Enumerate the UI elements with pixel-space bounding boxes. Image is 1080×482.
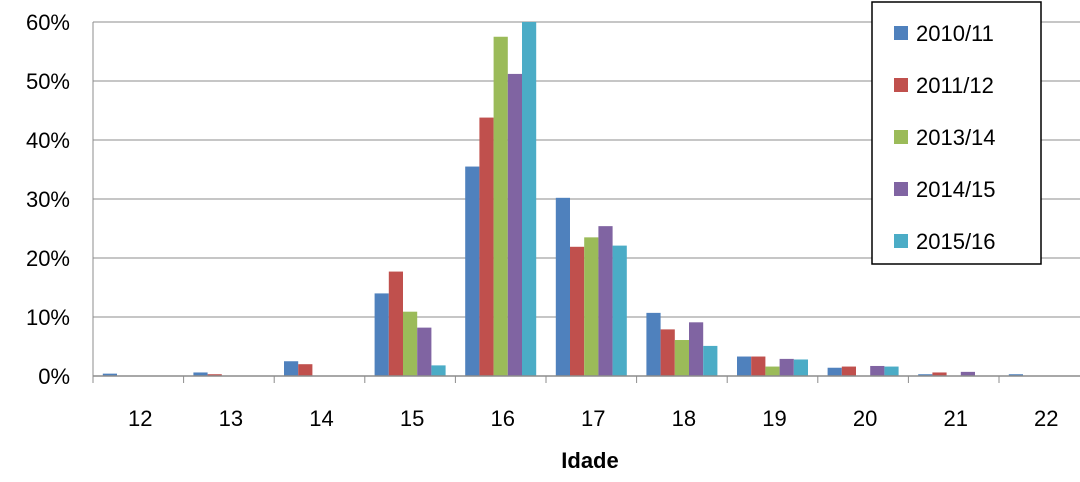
bar-2010-11-age-22 bbox=[1008, 374, 1023, 376]
grid-lines bbox=[92, 21, 1080, 376]
bar-2011-12-age-16 bbox=[479, 117, 494, 376]
legend-label: 2014/15 bbox=[916, 177, 996, 202]
bar-2013-14-age-17 bbox=[584, 237, 599, 376]
x-tick-label: 22 bbox=[1034, 406, 1058, 431]
bar-2011-12-age-19 bbox=[751, 356, 766, 376]
legend-label: 2011/12 bbox=[916, 73, 994, 98]
x-tick-label: 12 bbox=[128, 406, 152, 431]
bar-2014-15-age-19 bbox=[779, 358, 794, 376]
legend-label: 2015/16 bbox=[916, 229, 996, 254]
x-tick-label: 18 bbox=[672, 406, 696, 431]
y-axis-tick-labels: 0% 10% 20% 30% 40% 50% 60% bbox=[26, 10, 70, 389]
bar-2010-11-age-20 bbox=[827, 367, 842, 376]
bar-2010-11-age-17 bbox=[555, 197, 570, 376]
bar-2015-16-age-20 bbox=[884, 366, 899, 376]
bar-2014-15-age-16 bbox=[507, 73, 522, 377]
y-tick-label: 10% bbox=[26, 305, 70, 330]
bar-2010-11-age-12 bbox=[102, 373, 117, 376]
x-tick-label: 15 bbox=[400, 406, 424, 431]
y-tick-label: 60% bbox=[26, 10, 70, 35]
bar-2010-11-age-16 bbox=[465, 166, 480, 376]
bar-2014-15-age-20 bbox=[870, 365, 885, 376]
bar-2011-12-age-20 bbox=[841, 366, 856, 376]
x-tick-label: 17 bbox=[581, 406, 605, 431]
x-tick-label: 20 bbox=[853, 406, 877, 431]
bar-2010-11-age-13 bbox=[193, 372, 208, 376]
y-tick-label: 0% bbox=[38, 364, 70, 389]
x-axis bbox=[92, 375, 1080, 383]
legend-swatch bbox=[894, 130, 908, 144]
bar-2014-15-age-15 bbox=[417, 327, 432, 376]
x-axis-title: Idade bbox=[561, 448, 618, 473]
legend: 2010/11 2011/12 2013/14 2014/15 2015/16 bbox=[871, 1, 1042, 265]
bars bbox=[102, 22, 1023, 377]
bar-2015-16-age-17 bbox=[612, 245, 627, 376]
x-tick-label: 13 bbox=[219, 406, 243, 431]
legend-swatch bbox=[894, 78, 908, 92]
x-tick-label: 16 bbox=[490, 406, 514, 431]
bar-2014-15-age-17 bbox=[598, 226, 613, 376]
bar-2011-12-age-17 bbox=[570, 246, 585, 376]
bar-2015-16-age-19 bbox=[793, 359, 808, 376]
y-tick-label: 30% bbox=[26, 187, 70, 212]
bar-2010-11-age-14 bbox=[284, 361, 299, 376]
bar-2015-16-age-16 bbox=[522, 22, 537, 376]
bar-2013-14-age-15 bbox=[403, 311, 418, 376]
x-tick-label: 21 bbox=[943, 406, 967, 431]
bar-2015-16-age-15 bbox=[431, 365, 446, 376]
x-tick-label: 19 bbox=[762, 406, 786, 431]
bar-2011-12-age-21 bbox=[932, 372, 947, 376]
bar-2010-11-age-18 bbox=[646, 312, 661, 376]
bar-2011-12-age-15 bbox=[388, 271, 403, 376]
legend-swatch bbox=[894, 26, 908, 40]
bar-2015-16-age-18 bbox=[703, 345, 718, 376]
legend-label: 2010/11 bbox=[916, 21, 994, 46]
bar-2011-12-age-13 bbox=[207, 374, 222, 376]
bar-2011-12-age-14 bbox=[298, 364, 313, 376]
legend-swatch bbox=[894, 234, 908, 248]
legend-swatch bbox=[894, 182, 908, 196]
bar-2013-14-age-16 bbox=[493, 36, 508, 376]
bar-2014-15-age-21 bbox=[960, 371, 975, 376]
bar-2010-11-age-21 bbox=[918, 374, 933, 376]
y-tick-label: 50% bbox=[26, 69, 70, 94]
bar-2013-14-age-19 bbox=[765, 366, 780, 376]
bar-2014-15-age-18 bbox=[689, 322, 704, 376]
bar-2011-12-age-18 bbox=[660, 329, 675, 376]
x-axis-tick-labels: 12 13 14 15 16 17 18 19 20 21 22 bbox=[128, 406, 1058, 431]
bar-2010-11-age-15 bbox=[374, 293, 389, 376]
bar-2010-11-age-19 bbox=[737, 356, 752, 376]
y-tick-label: 20% bbox=[26, 246, 70, 271]
y-tick-label: 40% bbox=[26, 128, 70, 153]
x-tick-label: 14 bbox=[309, 406, 333, 431]
legend-label: 2013/14 bbox=[916, 125, 996, 150]
bar-2013-14-age-18 bbox=[674, 340, 689, 376]
